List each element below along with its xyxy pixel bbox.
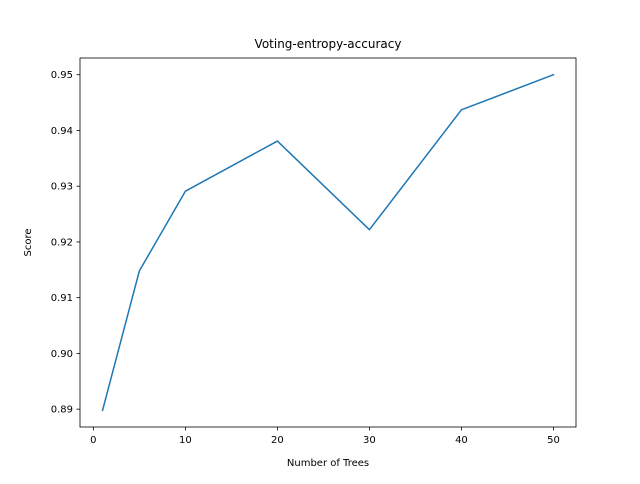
plot-area bbox=[80, 58, 576, 427]
y-tick-label: 0.91 bbox=[51, 293, 73, 304]
plot-frame bbox=[79, 57, 577, 428]
y-axis-ticks: 0.89 0.90 0.91 0.92 0.93 0.94 0.95 bbox=[51, 70, 80, 416]
y-tick-label: 0.89 bbox=[51, 405, 73, 416]
x-tick-label: 30 bbox=[363, 435, 376, 446]
y-tick-label: 0.92 bbox=[51, 237, 73, 248]
x-axis-ticks: 0 10 20 30 40 50 bbox=[90, 427, 560, 446]
chart-title: Voting-entropy-accuracy bbox=[255, 37, 402, 51]
y-axis-label: Score bbox=[23, 228, 34, 256]
x-tick-label: 50 bbox=[547, 435, 560, 446]
x-tick-label: 10 bbox=[179, 435, 192, 446]
y-tick-label: 0.90 bbox=[51, 349, 73, 360]
x-tick-label: 40 bbox=[455, 435, 468, 446]
y-tick-label: 0.95 bbox=[51, 70, 73, 81]
y-tick-label: 0.94 bbox=[51, 126, 73, 137]
x-tick-label: 20 bbox=[271, 435, 284, 446]
series-line bbox=[101, 73, 555, 412]
y-tick-label: 0.93 bbox=[51, 182, 73, 193]
x-axis-label: Number of Trees bbox=[287, 458, 369, 469]
x-tick-label: 0 bbox=[90, 435, 96, 446]
